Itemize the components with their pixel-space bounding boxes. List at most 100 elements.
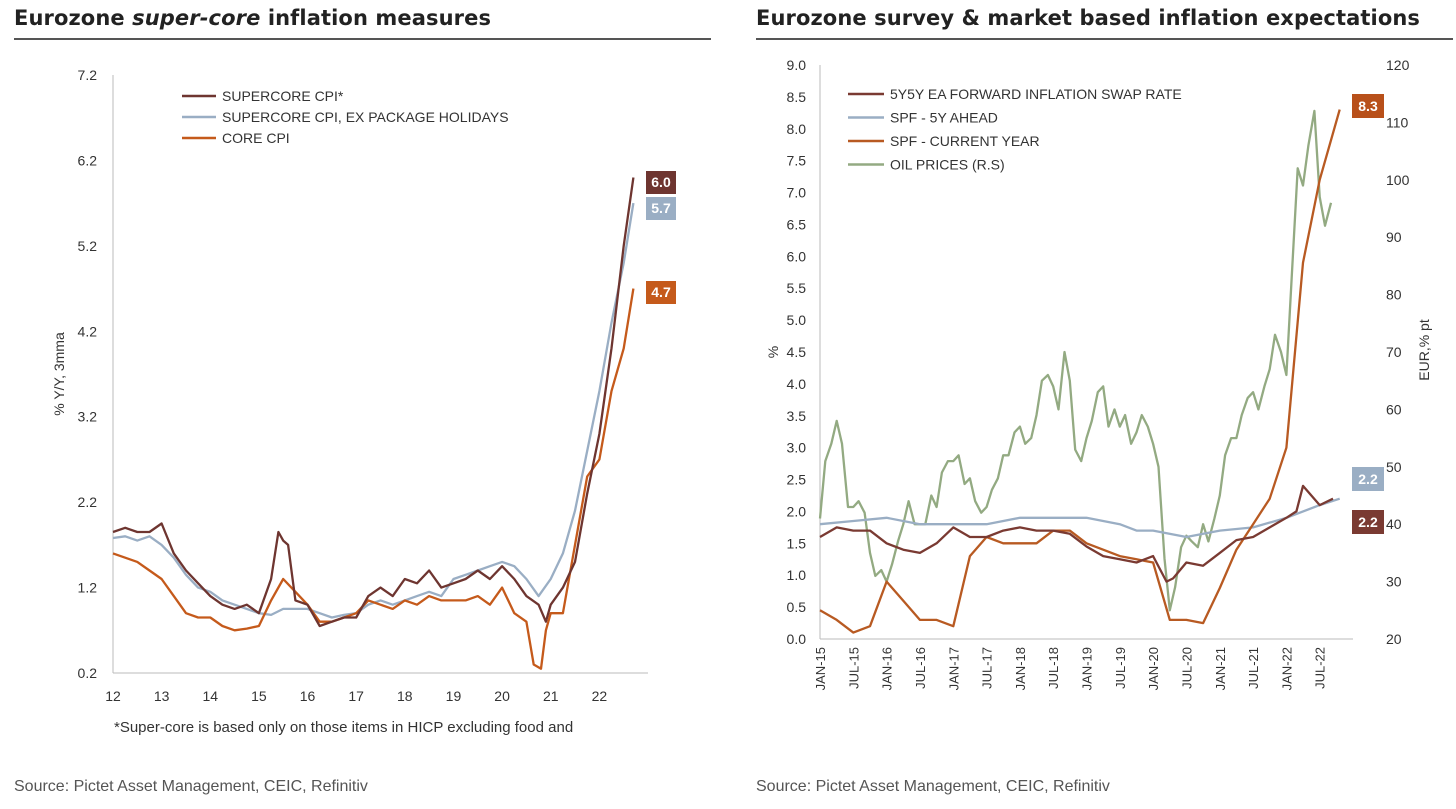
y2-tick-label: 30 <box>1386 574 1402 590</box>
x-tick-label: 15 <box>251 688 267 704</box>
left-chart-title: Eurozone super-core inflation measures <box>14 6 491 30</box>
y2-tick-label: 100 <box>1386 172 1410 188</box>
y-tick-label: 2.2 <box>78 494 98 510</box>
x-tick-label: 12 <box>105 688 121 704</box>
legend-label-oil-prices-r-s: OIL PRICES (R.S) <box>890 157 1005 173</box>
x-tick-label: JUL-18 <box>1046 647 1061 689</box>
x-tick-label: JUL-17 <box>980 647 995 689</box>
x-tick-label: JUL-21 <box>1246 647 1261 689</box>
y-tick-label: 1.5 <box>787 535 807 551</box>
y-tick-label: 9.0 <box>787 57 807 73</box>
x-tick-label: JAN-17 <box>946 647 961 690</box>
x-tick-label: JUL-15 <box>846 647 861 689</box>
series-line-supercore-cpi <box>112 177 635 628</box>
x-tick-label: JAN-19 <box>1080 647 1095 690</box>
y-tick-label: 5.0 <box>787 312 807 328</box>
legend-label-supercore-cpi-ex-package-holidays: SUPERCORE CPI, EX PACKAGE HOLIDAYS <box>222 109 509 125</box>
x-tick-label: 14 <box>202 688 218 704</box>
x-tick-label: JAN-16 <box>880 647 895 690</box>
right-source: Source: Pictet Asset Management, CEIC, R… <box>756 778 1110 795</box>
y-tick-label: 3.5 <box>787 408 807 424</box>
end-label-box-supercore-cpi-ex-package-holidays <box>646 197 676 220</box>
legend-label-spf-current-year: SPF - CURRENT YEAR <box>890 133 1040 149</box>
y-tick-label: 6.2 <box>78 152 98 168</box>
y2-tick-label: 80 <box>1386 287 1402 303</box>
y-tick-label: 1.0 <box>787 567 807 583</box>
left-footnote: *Super-core is based only on those items… <box>114 719 574 736</box>
x-tick-label: 16 <box>300 688 316 704</box>
series-line-spf-current-year <box>819 109 1341 634</box>
y-tick-label: 3.0 <box>787 440 807 456</box>
left-title-part2: inflation measures <box>260 6 492 30</box>
x-tick-label: JAN-15 <box>813 647 828 690</box>
y-tick-label: 7.2 <box>78 67 98 83</box>
legend-label-spf-5y-ahead: SPF - 5Y AHEAD <box>890 110 998 126</box>
y-tick-label: 0.0 <box>787 631 807 647</box>
x-tick-label: 21 <box>543 688 559 704</box>
y-tick-label: 0.2 <box>78 665 98 681</box>
x-tick-label: 20 <box>494 688 510 704</box>
legend-label-supercore-cpi: SUPERCORE CPI* <box>222 88 344 104</box>
x-tick-label: 17 <box>348 688 364 704</box>
y2-tick-label: 70 <box>1386 344 1402 360</box>
y-tick-label: 1.2 <box>78 580 98 596</box>
x-tick-label: JUL-16 <box>913 647 928 689</box>
x-tick-label: JAN-18 <box>1013 647 1028 690</box>
x-tick-label: JAN-21 <box>1213 647 1228 690</box>
y-tick-label: 2.5 <box>787 472 807 488</box>
series-line-oil-prices-r-s <box>818 109 1333 612</box>
left-title-rule <box>14 38 711 40</box>
y-tick-label: 7.5 <box>787 153 807 169</box>
y-tick-label: 6.0 <box>787 248 807 264</box>
x-tick-label: 18 <box>397 688 413 704</box>
y2-tick-label: 50 <box>1386 459 1402 475</box>
end-label-supercore-cpi-ex-package-holidays: 5.7 <box>651 200 671 216</box>
end-label-box-spf-5y-ahead <box>1352 467 1384 491</box>
y2-tick-label: 40 <box>1386 516 1402 532</box>
right-title-rule <box>756 38 1453 40</box>
end-label-core-cpi: 4.7 <box>651 284 671 300</box>
y-tick-label: 7.0 <box>787 185 807 201</box>
y-axis-label: % <box>765 346 781 358</box>
x-tick-label: 13 <box>154 688 170 704</box>
series-line-5y5y-ea-forward-inflation-swap-rate <box>819 484 1334 583</box>
x-tick-label: 19 <box>446 688 462 704</box>
end-label-box-5y5y-ea-forward-inflation-swap-rate <box>1352 510 1384 534</box>
end-label-box-core-cpi <box>646 281 676 304</box>
x-tick-label: JUL-22 <box>1313 647 1328 689</box>
y2-axis-label: EUR,% pt <box>1416 319 1432 381</box>
end-label-spf-current-year: 8.3 <box>1358 98 1378 114</box>
end-label-box-spf-current-year <box>1352 94 1384 118</box>
end-label-supercore-cpi: 6.0 <box>651 174 671 190</box>
x-tick-label: JUL-19 <box>1113 647 1128 689</box>
y-tick-label: 4.0 <box>787 376 807 392</box>
y2-tick-label: 110 <box>1386 114 1409 130</box>
left-chart: 0.2 1.2 2.2 3.2 4.2 5.2 6.2 7.2 12 13 14 15 16 17 18 19… <box>51 67 676 704</box>
y-tick-label: 4.5 <box>787 344 807 360</box>
series-line-supercore-cpi-ex-package-holidays <box>112 202 635 619</box>
series-line-spf-5y-ahead <box>819 497 1341 539</box>
left-source: Source: Pictet Asset Management, CEIC, R… <box>14 778 368 795</box>
x-tick-label: 22 <box>592 688 608 704</box>
y2-tick-label: 90 <box>1386 229 1402 245</box>
right-chart-title: Eurozone survey & market based inflation… <box>756 6 1421 30</box>
end-label-5y5y-ea-forward-inflation-swap-rate: 2.2 <box>1358 514 1378 530</box>
x-tick-label: JUL-20 <box>1179 647 1194 689</box>
y-tick-label: 5.2 <box>78 238 98 254</box>
y-tick-label: 5.5 <box>787 280 807 296</box>
y-tick-label: 3.2 <box>78 409 98 425</box>
series-line-core-cpi <box>112 288 635 670</box>
x-tick-label: JAN-22 <box>1279 647 1294 690</box>
y2-tick-label: 60 <box>1386 401 1402 417</box>
x-tick-label: JAN-20 <box>1146 647 1161 690</box>
y2-tick-label: 20 <box>1386 631 1402 647</box>
y-tick-label: 8.0 <box>787 121 807 137</box>
left-title-part1: Eurozone <box>14 6 133 30</box>
y-axis-label: % Y/Y, 3mma <box>51 332 67 416</box>
left-title-italic: super-core <box>132 6 261 30</box>
y-tick-label: 0.5 <box>787 599 807 615</box>
end-label-spf-5y-ahead: 2.2 <box>1358 471 1378 487</box>
y-tick-label: 2.0 <box>787 503 807 519</box>
legend-label-5y5y-ea-forward-inflation-swap-rate: 5Y5Y EA FORWARD INFLATION SWAP RATE <box>890 86 1182 102</box>
y-tick-label: 4.2 <box>78 323 98 339</box>
